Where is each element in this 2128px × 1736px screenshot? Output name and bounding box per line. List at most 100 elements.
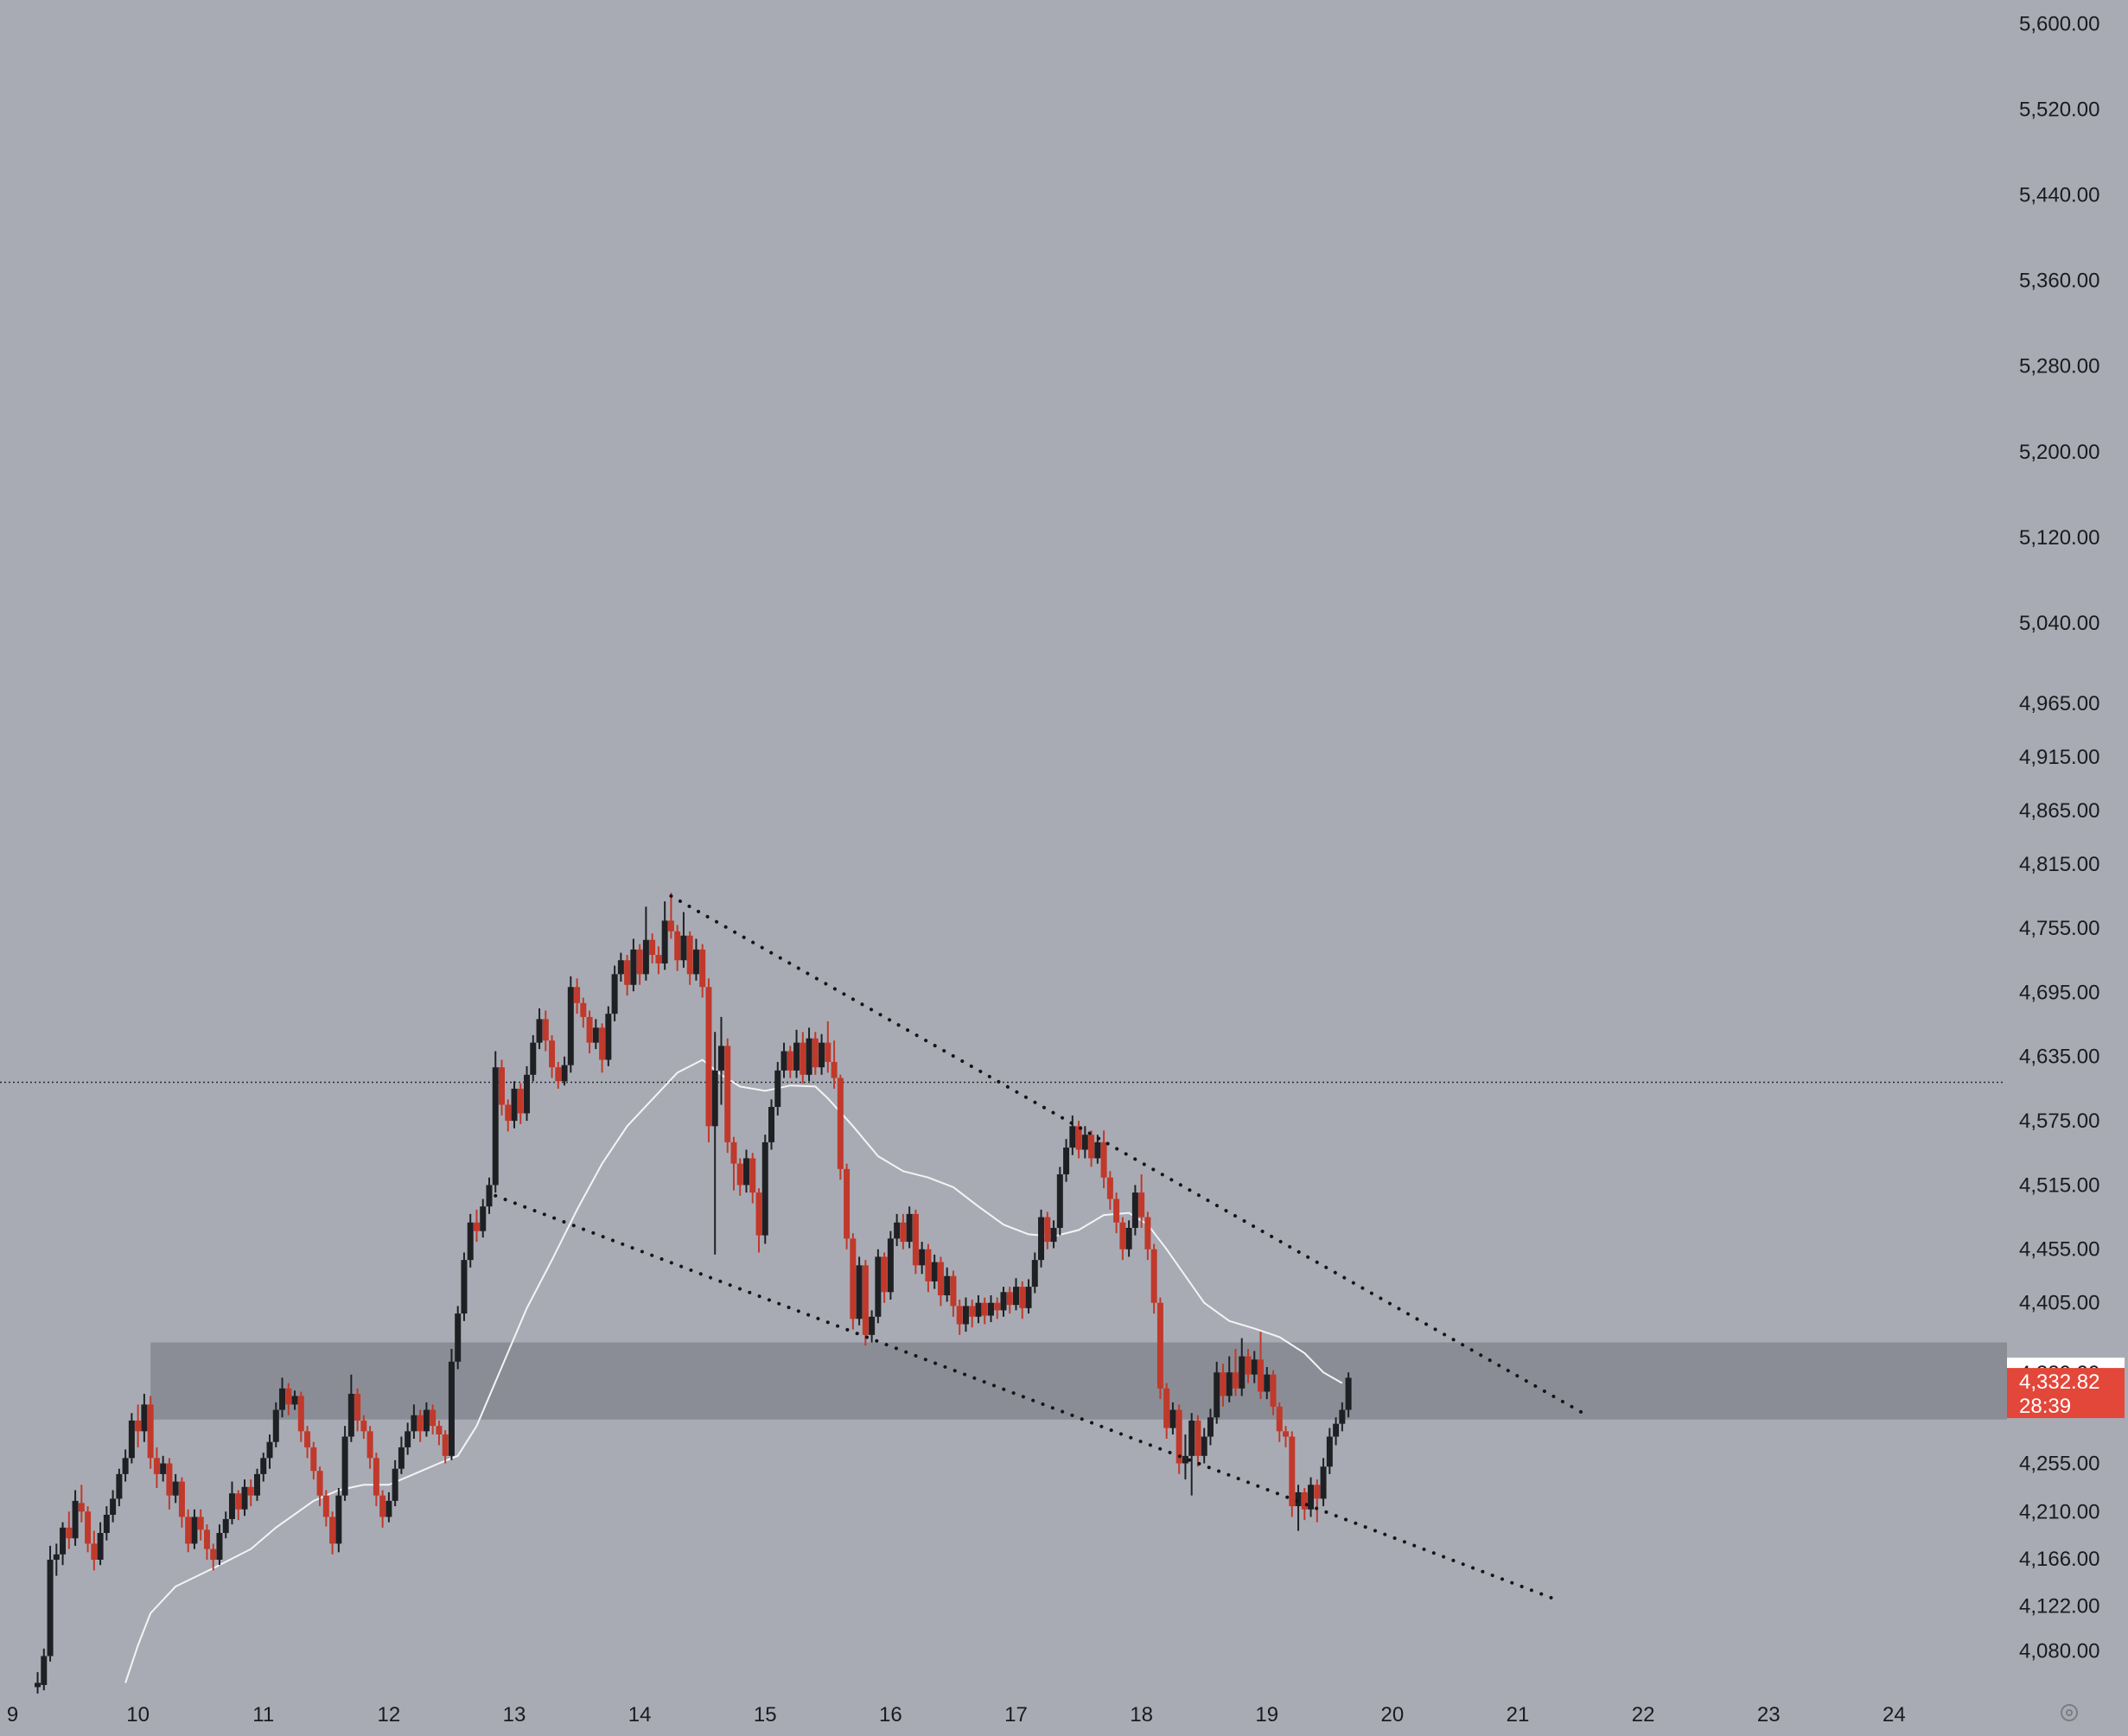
candle [310,1441,317,1480]
candle-body [524,1074,531,1114]
candle-body [549,1040,556,1068]
candle-body [178,1481,185,1517]
candle-body [1113,1199,1120,1223]
candle [831,1040,838,1089]
candle-body [1339,1409,1346,1424]
candle-body [749,1158,756,1193]
candle-body [1201,1436,1207,1456]
y-tick-label: 4,515.00 [2019,1173,2099,1197]
candle [1320,1458,1327,1507]
candle-body [1119,1222,1126,1250]
candle [1025,1279,1032,1314]
candle-body [1100,1141,1107,1178]
candle-body [1239,1356,1246,1389]
candle-body [411,1415,417,1432]
candle-body [210,1548,217,1561]
moving-average-line [124,1059,1343,1683]
candle [605,1006,612,1066]
candle [680,912,687,968]
settings-gear-icon[interactable] [2061,1704,2078,1721]
candle [486,1177,493,1214]
candle [555,1061,562,1089]
candle-body [91,1543,98,1561]
candle [536,1008,543,1050]
candle [906,1206,913,1249]
candle [875,1249,882,1324]
candle-body [347,1393,354,1437]
candle-body [467,1222,474,1261]
current-price-label: 4,332.82 [2019,1370,2099,1394]
candle-body [1044,1217,1051,1243]
candle [467,1213,474,1268]
y-tick-label: 5,360.00 [2019,270,2099,293]
candle [1050,1220,1057,1249]
candle [354,1388,361,1432]
x-tick-label: 19 [1255,1703,1278,1726]
candle [316,1466,323,1507]
candle [825,1021,831,1073]
lower-trendline[interactable] [494,1193,1558,1601]
candle [1201,1428,1207,1464]
candle-body [78,1503,85,1512]
candle [869,1310,876,1343]
candle-body [480,1206,487,1231]
candle [110,1490,117,1523]
candle [66,1511,73,1549]
candle-body [850,1238,857,1319]
candle [185,1509,192,1553]
candle [1106,1171,1113,1210]
candle-body [254,1473,261,1496]
candle [667,893,674,939]
candle-body [931,1262,938,1281]
candle-body [875,1256,882,1317]
candle-body [455,1313,462,1362]
candle-body [674,931,681,961]
candle [160,1455,167,1482]
candle-body [1220,1372,1226,1396]
candle [774,1061,781,1116]
candle-body [1188,1420,1195,1456]
candle-body [41,1656,48,1685]
candle-body [492,1067,499,1186]
y-tick-label: 4,455.00 [2019,1238,2099,1262]
candle [642,906,649,981]
candle-body [1333,1423,1340,1437]
candle-body [517,1088,524,1114]
candle-body [448,1361,455,1456]
candle-body [1163,1388,1170,1428]
candle [297,1391,304,1442]
candle [1251,1351,1258,1383]
y-tick-label: 5,440.00 [2019,183,2099,207]
candle-body [580,1002,587,1017]
candle-body [1264,1374,1271,1392]
candle-body [900,1222,907,1243]
candle [862,1260,869,1346]
candle [599,1023,606,1073]
candle-body [987,1302,994,1316]
candle-body [831,1061,838,1078]
candle-body [881,1256,888,1293]
candle [517,1083,524,1124]
candle [291,1390,298,1410]
candle [661,901,668,970]
candle [411,1404,417,1440]
candle [91,1530,98,1571]
candle-body [373,1458,379,1496]
candle-body [956,1306,963,1325]
candle-body [1138,1192,1145,1218]
candle-body [599,1027,606,1060]
candle-body [1038,1217,1045,1261]
candle [178,1477,185,1528]
upper-trendline[interactable] [669,893,1589,1417]
candle-body [392,1468,398,1501]
candle-body [1144,1217,1151,1250]
candle-body [1182,1455,1188,1464]
y-tick-label: 4,965.00 [2019,692,2099,715]
candle [850,1233,857,1330]
candle [881,1252,888,1303]
candle-countdown-label: 28:39 [2019,1395,2071,1418]
candle-body [1056,1174,1063,1228]
candle [417,1409,424,1442]
